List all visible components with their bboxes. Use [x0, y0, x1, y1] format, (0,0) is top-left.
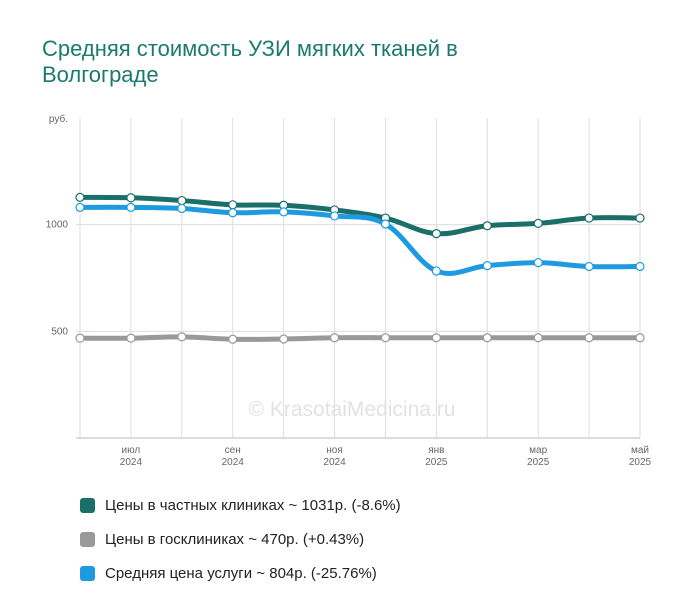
chart-title: Средняя стоимость УЗИ мягких тканей в Во…	[42, 36, 458, 87]
legend-swatch	[80, 497, 95, 513]
data-point-average	[329, 211, 340, 221]
x-tick-label-month: мар	[529, 445, 547, 456]
data-point-private	[635, 213, 645, 223]
data-point-average	[584, 261, 594, 272]
x-tick-label-year: 2025	[425, 457, 448, 468]
legend-label: Цены в частных клиниках ~ 1031р. (-8.6%)	[105, 496, 401, 514]
legend-label: Средняя цена услуги ~ 804р. (-25.76%)	[105, 564, 377, 582]
data-point-private	[75, 192, 85, 202]
data-point-average	[126, 202, 136, 212]
x-tick-label-month: сен	[225, 445, 241, 456]
data-point-public	[584, 333, 594, 343]
x-tick-label-month: янв	[428, 445, 444, 456]
y-unit-label: руб.	[49, 113, 68, 125]
data-point-average	[279, 207, 289, 217]
x-tick-label-year: 2025	[629, 457, 652, 468]
data-point-public	[126, 333, 136, 343]
data-point-private	[584, 213, 594, 223]
legend-item-private: Цены в частных клиниках ~ 1031р. (-8.6%)	[80, 488, 401, 522]
line-chart: © KrasotaiMedicina.ru 5001000руб.июл2024…	[46, 113, 652, 468]
series-lines	[77, 194, 643, 342]
series-line-average	[77, 204, 643, 276]
data-point-public	[431, 333, 441, 343]
data-point-public	[75, 333, 85, 343]
data-point-public	[279, 334, 289, 344]
data-point-public	[228, 334, 238, 344]
data-point-private	[177, 195, 187, 206]
legend-swatch	[80, 565, 95, 581]
data-point-average	[635, 261, 645, 272]
legend-swatch	[80, 531, 95, 547]
chart-grid	[76, 118, 641, 439]
data-point-public	[482, 333, 492, 343]
data-point-average	[431, 266, 441, 276]
x-tick-label-year: 2024	[222, 457, 245, 468]
legend-label: Цены в госклиниках ~ 470р. (+0.43%)	[105, 530, 365, 548]
x-tick-label-year: 2025	[527, 457, 550, 468]
y-tick-label: 500	[51, 326, 68, 337]
data-point-private	[431, 229, 441, 239]
data-point-average	[228, 208, 238, 218]
legend-item-average: Средняя цена услуги ~ 804р. (-25.76%)	[80, 556, 401, 590]
watermark: © KrasotaiMedicina.ru	[249, 398, 456, 421]
x-tick-label-month: ноя	[326, 445, 343, 456]
data-point-public	[380, 333, 391, 343]
data-point-average	[75, 202, 85, 212]
data-point-public	[533, 333, 543, 343]
data-point-public	[635, 333, 645, 343]
data-point-average	[380, 219, 391, 229]
x-tick-label-year: 2024	[120, 457, 143, 468]
y-tick-label: 1000	[46, 220, 69, 231]
series-points	[75, 192, 645, 344]
x-tick-label-year: 2024	[323, 457, 346, 468]
data-point-public	[177, 332, 187, 342]
data-point-private	[228, 200, 238, 210]
data-point-average	[533, 258, 543, 268]
data-point-private	[126, 193, 136, 203]
data-point-private	[533, 218, 543, 228]
data-point-average	[177, 203, 187, 214]
data-point-average	[482, 261, 492, 271]
axis-labels: 5001000руб.июл2024сен2024ноя2024янв2025м…	[46, 113, 652, 468]
legend: Цены в частных клиниках ~ 1031р. (-8.6%)…	[80, 488, 401, 590]
data-point-public	[329, 333, 340, 343]
series-line-public	[77, 334, 643, 342]
data-point-private	[482, 221, 492, 231]
legend-item-public: Цены в госклиниках ~ 470р. (+0.43%)	[80, 522, 401, 556]
x-tick-label-month: май	[631, 445, 649, 456]
x-tick-label-month: июл	[122, 445, 141, 456]
